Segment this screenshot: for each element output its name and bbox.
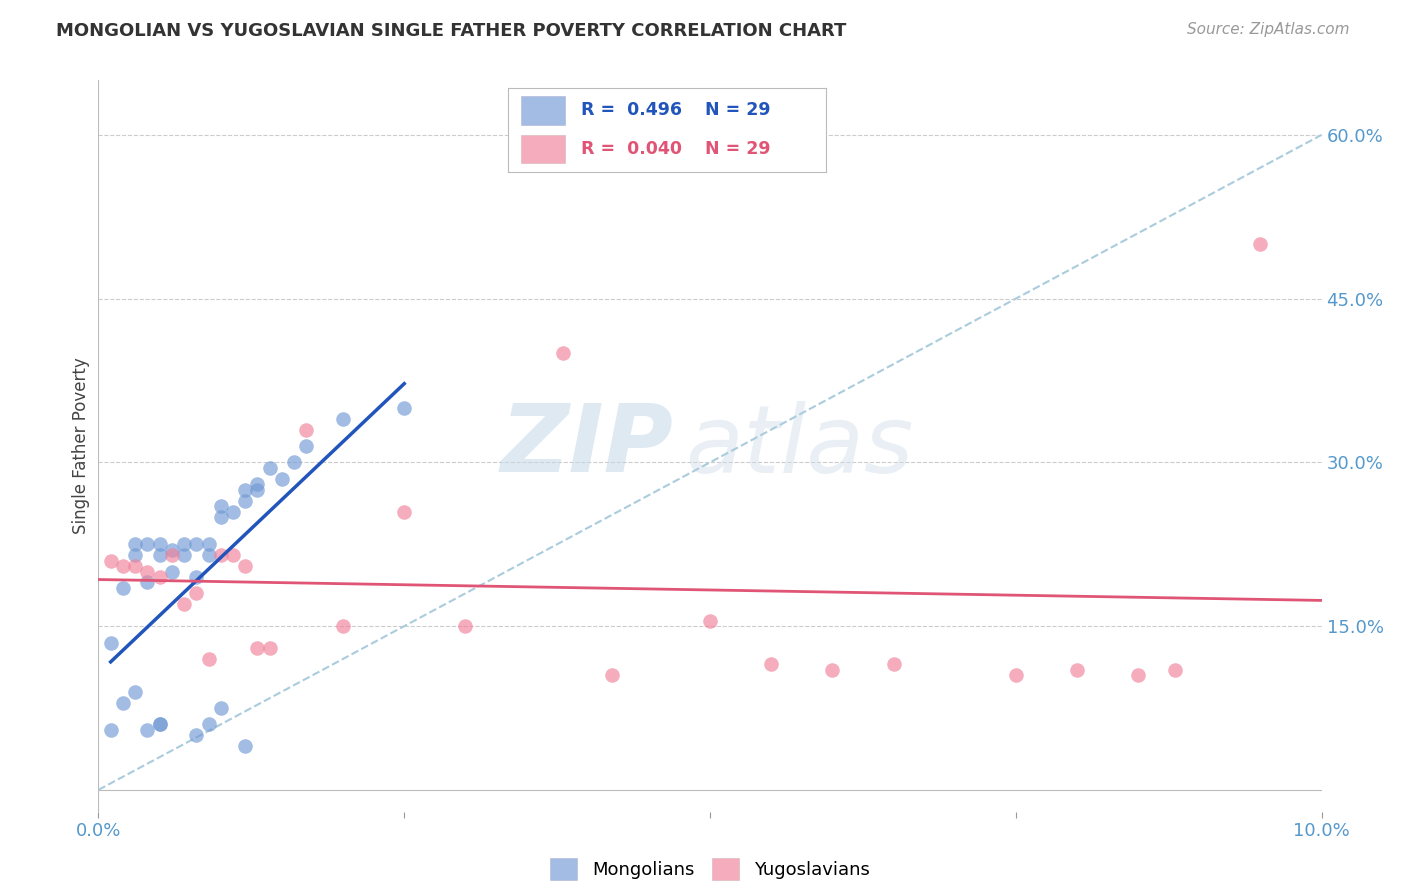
- Point: [149, 570, 172, 584]
- Point: [149, 717, 172, 731]
- Point: [1004, 668, 1026, 682]
- Y-axis label: Single Father Poverty: Single Father Poverty: [72, 358, 90, 534]
- Legend: Mongolians, Yugoslavians: Mongolians, Yugoslavians: [543, 850, 877, 887]
- Point: [246, 483, 269, 497]
- Point: [100, 554, 122, 568]
- Point: [173, 537, 195, 551]
- Point: [246, 640, 269, 655]
- Point: [246, 477, 269, 491]
- Point: [186, 728, 208, 742]
- Point: [197, 652, 219, 666]
- Point: [149, 717, 172, 731]
- Point: [136, 537, 159, 551]
- Point: [124, 684, 146, 698]
- Point: [186, 570, 208, 584]
- Point: [332, 411, 354, 425]
- Point: [149, 537, 172, 551]
- Point: [1128, 668, 1150, 682]
- Point: [197, 717, 219, 731]
- Point: [1066, 663, 1088, 677]
- Point: [233, 559, 256, 574]
- Point: [124, 559, 146, 574]
- Point: [136, 723, 159, 737]
- Point: [883, 657, 905, 672]
- Point: [759, 657, 782, 672]
- Point: [209, 510, 232, 524]
- Point: [186, 586, 208, 600]
- Text: Source: ZipAtlas.com: Source: ZipAtlas.com: [1187, 22, 1350, 37]
- Point: [222, 504, 245, 518]
- Point: [233, 739, 256, 754]
- Point: [173, 597, 195, 611]
- Text: ZIP: ZIP: [501, 400, 673, 492]
- Point: [259, 460, 281, 475]
- Point: [160, 565, 183, 579]
- Point: [124, 537, 146, 551]
- Text: MONGOLIAN VS YUGOSLAVIAN SINGLE FATHER POVERTY CORRELATION CHART: MONGOLIAN VS YUGOSLAVIAN SINGLE FATHER P…: [56, 22, 846, 40]
- Point: [160, 548, 183, 562]
- Point: [454, 619, 477, 633]
- Point: [392, 401, 416, 415]
- Point: [173, 548, 195, 562]
- Point: [699, 614, 721, 628]
- Point: [149, 548, 172, 562]
- Point: [160, 542, 183, 557]
- Point: [124, 548, 146, 562]
- Point: [1164, 663, 1187, 677]
- Text: atlas: atlas: [686, 401, 914, 491]
- Point: [136, 575, 159, 590]
- Point: [553, 346, 575, 360]
- Point: [100, 635, 122, 649]
- Point: [209, 548, 232, 562]
- Point: [186, 537, 208, 551]
- Point: [233, 493, 256, 508]
- Point: [100, 723, 122, 737]
- Point: [197, 537, 219, 551]
- Point: [259, 640, 281, 655]
- Point: [283, 455, 305, 469]
- Point: [1249, 237, 1271, 252]
- Point: [295, 423, 318, 437]
- Point: [233, 483, 256, 497]
- Point: [222, 548, 245, 562]
- Point: [197, 548, 219, 562]
- Point: [111, 581, 134, 595]
- Point: [392, 504, 416, 518]
- Point: [111, 696, 134, 710]
- Point: [295, 439, 318, 453]
- Point: [209, 701, 232, 715]
- Point: [136, 565, 159, 579]
- Point: [332, 619, 354, 633]
- Point: [600, 668, 623, 682]
- Point: [821, 663, 844, 677]
- Point: [111, 559, 134, 574]
- Point: [270, 472, 292, 486]
- Point: [209, 499, 232, 513]
